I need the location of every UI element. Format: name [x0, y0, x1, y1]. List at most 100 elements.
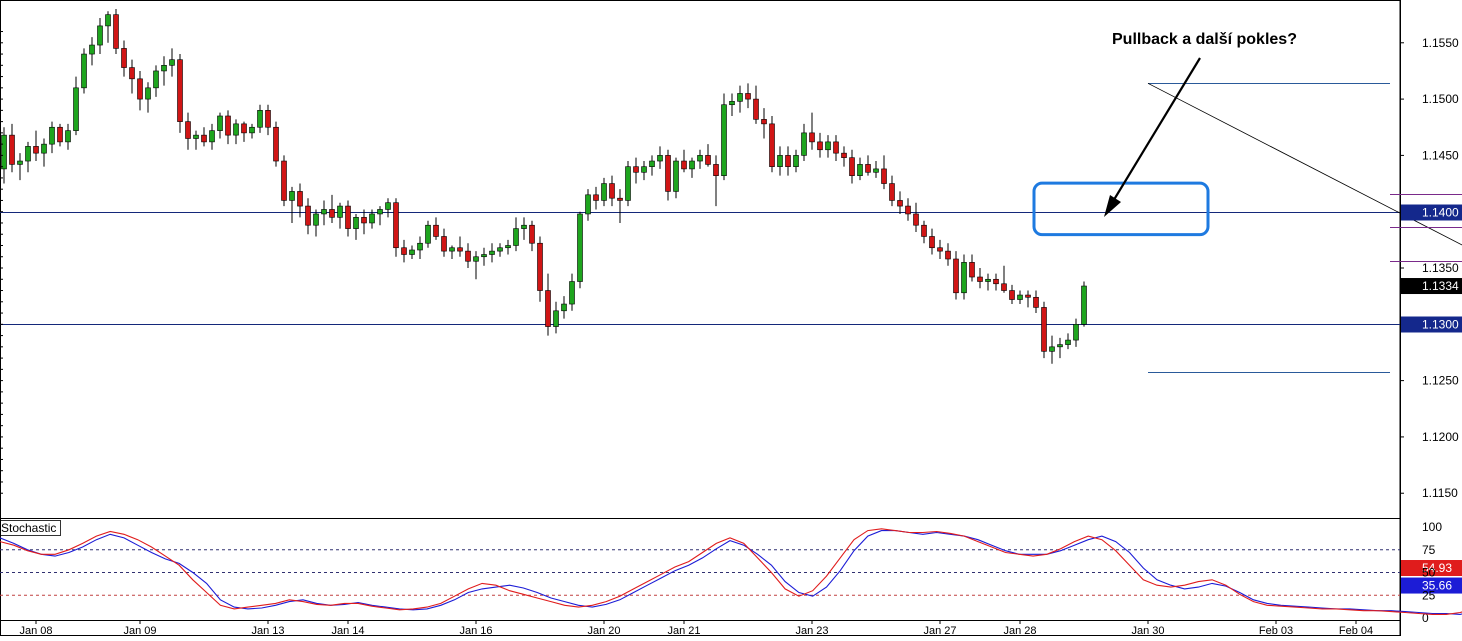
bear-candle	[993, 278, 999, 285]
bear-candle	[833, 141, 839, 154]
bear-candle	[361, 217, 367, 224]
bear-candle	[849, 157, 855, 176]
bull-candle	[657, 155, 663, 162]
bull-candle	[1, 134, 7, 170]
bull-candle	[105, 14, 111, 27]
bull-candle	[1049, 346, 1055, 352]
level-price-tag-label: 1.1300	[1422, 318, 1459, 332]
bear-candle	[969, 262, 975, 278]
bull-candle	[481, 254, 487, 258]
time-tick-label: Jan 16	[459, 625, 492, 636]
bull-candle	[689, 160, 695, 170]
bull-candle	[649, 160, 655, 167]
bear-candle	[633, 166, 639, 173]
price-axis: 1.1550 1.1500 1.1450 1.1350 1.1250 1.1200 1.11…	[0, 31, 1459, 500]
bull-candle	[65, 130, 71, 143]
bull-candle	[73, 87, 79, 131]
bull-candle	[321, 209, 327, 215]
time-tick-label: Feb 04	[1339, 625, 1373, 636]
bull-candle	[497, 247, 503, 252]
bear-candle	[937, 247, 943, 252]
bull-candle	[49, 126, 55, 145]
bear-candle	[897, 200, 903, 207]
bull-candle	[353, 217, 359, 229]
bull-candle	[1057, 344, 1063, 348]
bear-candle	[881, 168, 887, 184]
bear-candle	[545, 290, 551, 327]
bear-candle	[401, 247, 407, 255]
bear-candle	[593, 194, 599, 201]
bull-candle	[641, 166, 647, 173]
current-price-label: 1.1334	[1422, 279, 1459, 293]
bull-candle	[1073, 324, 1079, 341]
bear-candle	[433, 224, 439, 237]
bull-candle	[409, 249, 415, 255]
bear-candle	[537, 242, 543, 291]
bear-candle	[865, 164, 871, 173]
stochastic-pane: Stochastic 100 75 50 25 0	[0, 520, 1462, 625]
bear-candle	[617, 197, 623, 201]
bear-candle	[745, 93, 751, 100]
stochastic-tick-label: 75	[1422, 543, 1436, 557]
bear-candle	[57, 126, 63, 143]
bear-candle	[9, 134, 15, 165]
bull-candle	[697, 155, 703, 162]
bull-candle	[505, 245, 511, 249]
bull-candle	[153, 70, 159, 89]
bull-candle	[577, 213, 583, 282]
bull-candle	[145, 87, 151, 100]
time-tick-label: Jan 27	[923, 625, 956, 636]
bull-candle	[1017, 294, 1023, 300]
bull-candle	[41, 143, 47, 154]
current-price-tag	[1401, 278, 1462, 295]
fibonacci-retracement: 1.15141.12580.6181.14160.5001.13860.3821…	[1147, 82, 1462, 373]
bull-candle	[217, 115, 223, 131]
bull-candle	[961, 262, 967, 294]
bear-candle	[113, 14, 119, 49]
bull-candle	[1065, 339, 1071, 345]
bear-candle	[817, 141, 823, 151]
price-tick-label: 1.1450	[1422, 148, 1459, 162]
bull-candle	[369, 213, 375, 224]
bull-candle	[521, 224, 527, 229]
price-tick-label: 1.1250	[1422, 374, 1459, 388]
time-tick-label: Jan 28	[1003, 625, 1036, 636]
bear-candle	[1033, 296, 1039, 308]
bull-candle	[857, 164, 863, 176]
bear-candle	[121, 48, 127, 68]
bear-candle	[761, 119, 767, 125]
bull-candle	[81, 53, 87, 89]
bull-candle	[561, 303, 567, 312]
bear-candle	[905, 205, 911, 215]
bear-candle	[609, 183, 615, 199]
bear-candle	[705, 155, 711, 165]
bull-candle	[489, 250, 495, 255]
level-price-tag-label: 1.1400	[1422, 206, 1459, 220]
bull-candle	[553, 310, 559, 327]
bear-candle	[329, 209, 335, 218]
bear-candle	[841, 152, 847, 158]
time-tick-label: Jan 14	[331, 625, 364, 636]
bull-candle	[585, 194, 591, 215]
bull-candle	[601, 183, 607, 201]
bear-candle	[241, 123, 247, 134]
bull-candle	[569, 281, 575, 305]
bull-candle	[513, 228, 519, 246]
candlestick-series	[1, 9, 1087, 364]
bull-candle	[625, 166, 631, 201]
time-tick-label: Jan 13	[251, 625, 284, 636]
annotation-text: Pullback a další pokles?	[1112, 31, 1297, 48]
bear-candle	[393, 202, 399, 249]
bear-candle	[265, 110, 271, 128]
bear-candle	[665, 155, 671, 192]
bull-candle	[873, 168, 879, 173]
level-price-tag	[1401, 204, 1462, 221]
bear-candle	[929, 236, 935, 249]
bear-candle	[273, 126, 279, 162]
bull-candle	[1081, 285, 1087, 325]
bull-candle	[377, 209, 383, 215]
bull-candle	[721, 104, 727, 176]
bear-candle	[529, 224, 535, 244]
